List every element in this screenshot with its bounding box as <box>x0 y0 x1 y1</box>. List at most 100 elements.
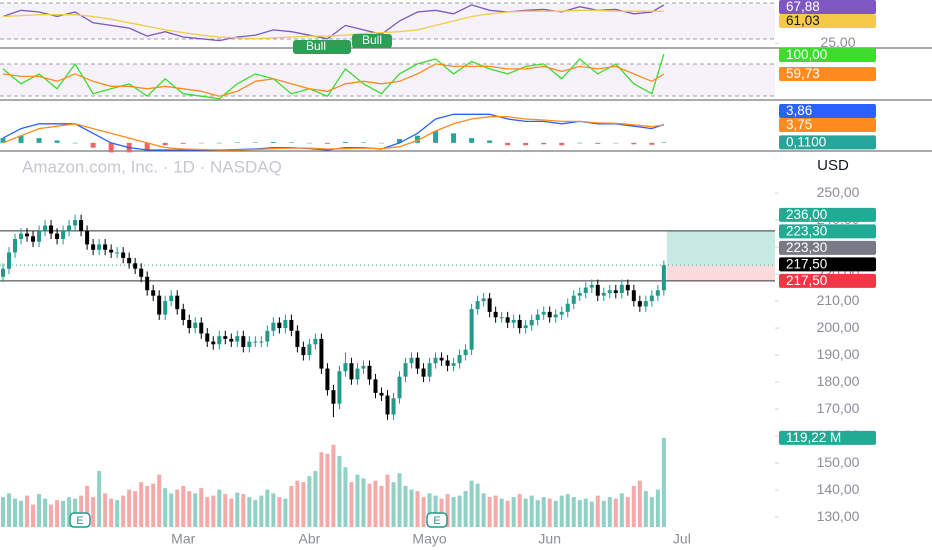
candle-body <box>397 376 402 399</box>
volume-bar <box>349 482 354 527</box>
histogram-bar <box>144 142 150 150</box>
histogram-bar <box>397 139 403 143</box>
histogram-bar <box>324 142 330 144</box>
bull-annotation: Bull <box>293 39 351 54</box>
volume-bar <box>169 493 174 527</box>
badge-box <box>779 14 876 28</box>
candle-body <box>517 319 522 329</box>
histogram-bar <box>216 142 222 144</box>
value-badge: 0,1100 <box>779 134 876 149</box>
volume-bar <box>583 498 588 527</box>
volume-bar <box>223 494 228 527</box>
candle-body <box>457 355 462 364</box>
indicator-line <box>2 113 665 151</box>
earnings-label: E <box>433 515 440 527</box>
candle-body <box>259 341 264 343</box>
candle-body <box>73 220 78 226</box>
candle-body <box>37 230 42 242</box>
volume-bar <box>433 495 438 527</box>
histogram-bar <box>559 142 565 146</box>
histogram-bar <box>288 142 294 143</box>
volume-bar <box>331 444 336 527</box>
volume-bar <box>505 500 510 527</box>
candle-body <box>301 346 306 356</box>
candle-body <box>79 220 84 231</box>
histogram-bar <box>252 142 258 143</box>
candle-body <box>439 357 444 361</box>
volume-bar <box>367 483 372 527</box>
volume-bar <box>403 485 408 527</box>
candle-body <box>163 301 168 315</box>
y-tick-label: 150,00 <box>817 454 860 470</box>
badge-label: 236,00 <box>786 207 827 222</box>
volume-bar <box>325 453 330 527</box>
histogram-bar <box>577 142 583 144</box>
badge-label: 223,30 <box>786 240 827 255</box>
badge-label: 0,1100 <box>786 134 826 149</box>
volume-bar <box>25 495 30 527</box>
badge-box <box>779 240 876 255</box>
badge-box <box>779 118 876 132</box>
volume-bar <box>649 497 654 527</box>
histogram-bar <box>36 138 42 143</box>
candle-body <box>13 238 18 253</box>
volume-bar <box>529 495 534 527</box>
volume-bar <box>379 485 384 527</box>
candle-body <box>271 322 276 331</box>
y-tick-label: 130,00 <box>817 508 860 524</box>
histogram-bar <box>415 135 421 143</box>
volume-bar <box>391 482 396 527</box>
volume-bar <box>97 470 102 527</box>
histogram-bar <box>90 142 96 148</box>
volume-bar <box>187 491 192 527</box>
candle-body <box>121 252 126 258</box>
candle-body <box>619 284 624 293</box>
candle-body <box>583 287 588 293</box>
volume-bar <box>463 491 468 527</box>
volume-bar <box>229 498 234 527</box>
volume-bar <box>313 470 318 527</box>
volume-bar <box>133 491 138 527</box>
candle-body <box>157 295 162 315</box>
badge-label: 3,75 <box>786 117 812 132</box>
volume-bar <box>409 489 414 527</box>
y-tick-label: 180,00 <box>817 373 860 389</box>
candle-body <box>469 309 474 350</box>
candle-body <box>349 363 354 380</box>
volume-bar <box>19 500 24 527</box>
value-badge: 217,50 <box>779 273 876 288</box>
volume-bar <box>577 500 582 527</box>
candle-body <box>115 252 120 254</box>
histogram-bar <box>234 142 240 143</box>
volume-bar <box>637 480 642 527</box>
badge-label: 100,00 <box>786 47 827 62</box>
histogram-bar <box>595 142 601 144</box>
candle-body <box>613 290 618 293</box>
volume-bar <box>511 497 516 527</box>
candle-body <box>631 290 636 302</box>
earnings-marker: E <box>69 512 91 528</box>
candle-body <box>43 225 48 231</box>
volume-bar <box>145 485 150 527</box>
candle-body <box>109 249 114 253</box>
volume-bar <box>235 492 240 527</box>
volume-bar <box>499 498 504 527</box>
histogram-bar <box>162 142 168 146</box>
volume-bar <box>43 498 48 527</box>
volume-bar <box>517 494 522 527</box>
volume-bar <box>1 497 6 527</box>
badge-box <box>779 257 876 272</box>
candle-body <box>295 330 300 347</box>
volume-bar <box>181 485 186 527</box>
volume-bar <box>241 494 246 527</box>
earnings-box <box>69 512 91 528</box>
candle-body <box>415 357 420 369</box>
badge-box <box>779 0 876 14</box>
candle-body <box>541 311 546 315</box>
y-tick-label: 170,00 <box>817 400 860 416</box>
volume-bar <box>553 500 558 527</box>
histogram-bar <box>541 142 547 145</box>
volume-bar <box>397 473 402 527</box>
badge-label: 3,86 <box>786 103 812 118</box>
chart-title: Amazon.com, Inc. · 1D · NASDAQ <box>22 157 282 176</box>
